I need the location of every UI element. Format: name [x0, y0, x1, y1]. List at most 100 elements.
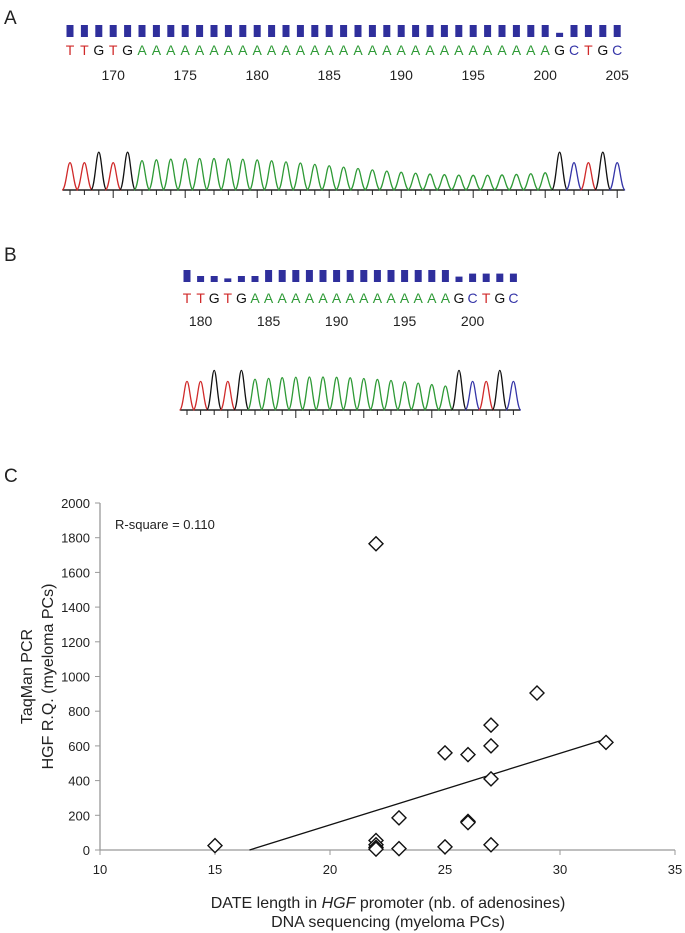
a-chrom-peak	[565, 162, 583, 191]
y-tick-label: 1800	[61, 531, 90, 546]
y-tick-label: 1400	[61, 600, 90, 615]
b-quality-bar	[292, 270, 300, 282]
trend-line	[249, 738, 607, 851]
y-tick-label: 1200	[61, 635, 90, 650]
a-quality-bar	[239, 25, 247, 37]
a-base-letter: A	[209, 42, 219, 58]
y-tick-label: 800	[68, 704, 90, 719]
a-chrom-peak	[320, 165, 338, 191]
a-chrom-peak	[421, 173, 439, 191]
b-base-letter: A	[305, 290, 315, 306]
data-point	[437, 838, 453, 855]
b-chrom-peak	[246, 378, 264, 411]
b-chrom-peak	[478, 380, 495, 411]
b-base-letter: A	[373, 290, 383, 306]
data-point	[483, 836, 499, 853]
a-chrom-peak	[162, 158, 180, 191]
x-tick-label: 20	[323, 862, 337, 877]
a-chrom-peak	[291, 162, 309, 191]
a-base-letter: C	[612, 42, 622, 58]
b-quality-bar	[414, 270, 422, 282]
b-base-letter: G	[236, 290, 247, 306]
b-quality-bar	[428, 270, 436, 282]
b-quality-bar	[278, 270, 286, 282]
a-quality-bar	[498, 25, 506, 37]
a-chrom-peak	[536, 172, 554, 191]
a-base-letter: A	[440, 42, 450, 58]
b-base-letter: T	[482, 290, 491, 306]
a-position-label: 175	[174, 67, 198, 83]
x-axis-label-2: DNA sequencing (myeloma PCs)	[271, 914, 505, 931]
a-base-letter: A	[224, 42, 234, 58]
b-quality-bar	[441, 270, 449, 282]
a-chrom-peak	[364, 169, 381, 191]
b-quality-bar	[360, 270, 368, 282]
a-chrom-peak	[147, 159, 165, 191]
a-base-letter: T	[109, 42, 118, 58]
data-point	[368, 841, 384, 858]
a-base-letter: A	[181, 42, 191, 58]
a-base-letter: T	[80, 42, 89, 58]
y-tick-label: 2000	[61, 496, 90, 511]
a-chrom-peak	[263, 160, 281, 191]
a-quality-bar	[80, 25, 88, 37]
data-point	[598, 734, 614, 751]
b-base-letter: A	[359, 290, 369, 306]
b-chrom-peak	[178, 380, 196, 411]
b-quality-bar	[319, 270, 327, 282]
b-quality-bar	[373, 270, 381, 282]
a-chrom-peak	[335, 166, 352, 191]
a-base-letter: A	[425, 42, 435, 58]
b-base-letter: C	[468, 290, 478, 306]
a-base-letter: A	[454, 42, 464, 58]
b-quality-bar	[496, 273, 504, 282]
b-chrom-peak	[328, 376, 345, 411]
b-quality-bar	[305, 270, 313, 282]
a-base-letter: G	[554, 42, 565, 58]
y-axis-label-2: HGF R.Q. (myeloma PCs)	[40, 584, 57, 770]
x-axis-label-part: DATE length in	[211, 895, 322, 912]
a-chrom-peak	[378, 170, 396, 191]
a-chrom-peak	[436, 174, 453, 191]
a-quality-bar	[426, 25, 434, 37]
a-quality-bar	[440, 25, 448, 37]
b-base-letter: A	[264, 290, 274, 306]
a-quality-bar	[296, 25, 304, 37]
a-position-label: 190	[390, 67, 414, 83]
a-quality-bar	[210, 25, 218, 37]
a-chrom-peak	[579, 162, 597, 191]
b-base-letter: A	[400, 290, 410, 306]
a-quality-bar	[109, 25, 117, 37]
panel-label-c: C	[4, 466, 18, 487]
a-quality-bar	[383, 25, 391, 37]
data-point	[483, 737, 499, 754]
b-quality-bar	[237, 276, 245, 282]
b-base-letter: A	[346, 290, 356, 306]
a-chrom-peak	[61, 162, 79, 191]
a-base-letter: A	[497, 42, 507, 58]
b-chrom-peak	[301, 376, 318, 411]
a-quality-bar	[282, 25, 290, 37]
a-base-letter: A	[483, 42, 493, 58]
a-quality-bar	[556, 32, 564, 37]
b-base-letter: A	[441, 290, 451, 306]
a-quality-bar	[512, 25, 520, 37]
a-base-letter: A	[469, 42, 479, 58]
a-chrom-peak	[90, 151, 108, 191]
a-quality-bar	[455, 25, 463, 37]
y-tick-label: 0	[83, 843, 90, 858]
a-quality-bar	[181, 25, 189, 37]
x-axis-label-part: promoter (nb. of adenosines)	[355, 895, 565, 912]
b-quality-bar	[482, 273, 490, 282]
a-quality-bar	[253, 25, 261, 37]
a-chrom-peak	[119, 151, 137, 191]
data-point	[460, 746, 476, 763]
b-quality-bar	[333, 270, 341, 282]
a-quality-bar	[397, 25, 405, 37]
b-base-letter: A	[291, 290, 301, 306]
a-quality-bar	[268, 25, 276, 37]
a-chrom-peak	[133, 160, 151, 191]
a-position-label: 185	[318, 67, 342, 83]
a-quality-bar	[138, 25, 146, 37]
b-chrom-peak	[505, 380, 522, 411]
